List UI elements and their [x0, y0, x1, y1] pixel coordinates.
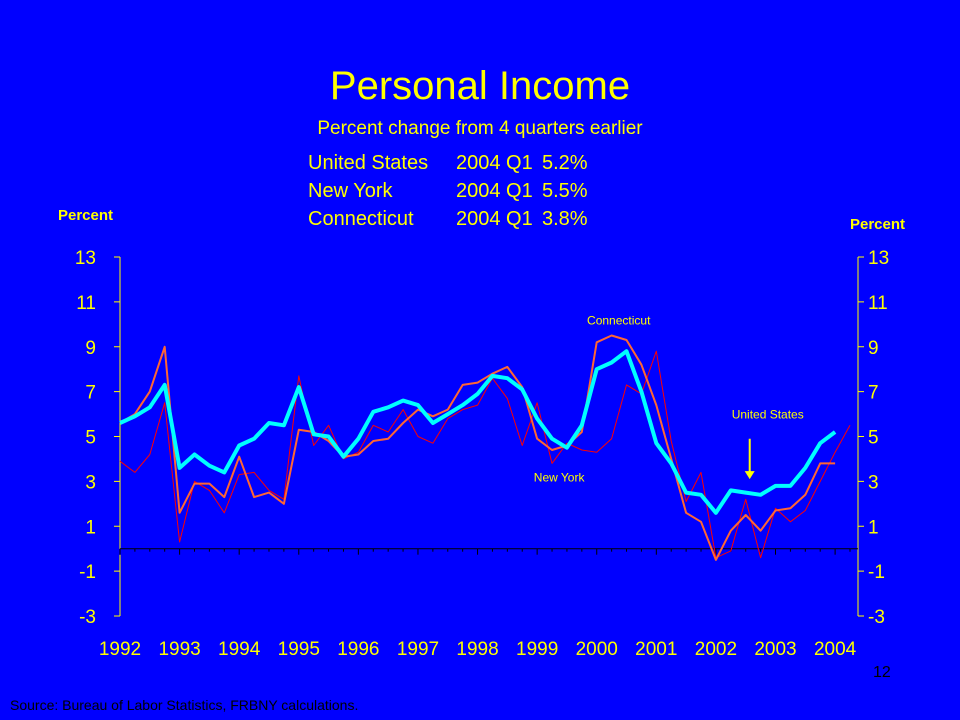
annotation-label: Connecticut [587, 313, 651, 327]
series-line-connecticut [119, 334, 836, 561]
x-tick-label: 2001 [635, 639, 677, 660]
y-tick-label-left: 7 [85, 383, 96, 404]
chart-series [119, 334, 851, 561]
stats-region: United States [308, 152, 429, 174]
y-tick-label-right: 9 [868, 338, 879, 359]
chart-subtitle: Percent change from 4 quarters earlier [317, 118, 643, 139]
stats-period: 2004 Q1 [456, 208, 533, 230]
y-tick-label-left: 3 [85, 472, 96, 493]
y-axis-label-right: Percent [850, 216, 906, 233]
annotation-label: New York [534, 470, 586, 484]
x-tick-label: 1996 [337, 639, 379, 660]
x-tick-label: 1997 [397, 639, 439, 660]
y-tick-label-left: 11 [76, 293, 96, 314]
y-tick-label-right: -1 [868, 562, 885, 583]
y-tick-label-left: -1 [79, 562, 96, 583]
source-note: Source: Bureau of Labor Statistics, FRBN… [10, 697, 359, 713]
y-tick-label-right: 13 [868, 248, 889, 269]
x-tick-label: 1993 [158, 639, 200, 660]
annotation-arrow-head [744, 471, 755, 480]
series-line-new-york [119, 350, 851, 559]
stats-region: Connecticut [308, 208, 414, 230]
x-tick-label: 1992 [99, 639, 141, 660]
page-number: 12 [873, 664, 891, 681]
stats-row-connecticut: Connecticut 2004 Q1 3.8% [308, 205, 588, 233]
x-tick-label: 1999 [516, 639, 558, 660]
stats-period: 2004 Q1 [456, 152, 533, 174]
chart-annotations: Connecticut United States New York [534, 313, 804, 484]
y-tick-label-right: 3 [868, 472, 879, 493]
series-line-united-states [119, 349, 837, 515]
latest-values-table: United States 2004 Q1 5.2% New York 2004 Q1… [308, 149, 588, 233]
stats-value: 3.8% [542, 208, 588, 230]
stats-period: 2004 Q1 [456, 180, 533, 202]
y-tick-label-left: -3 [79, 607, 96, 628]
y-tick-label-right: -3 [868, 607, 885, 628]
stats-value: 5.2% [542, 152, 588, 174]
y-tick-label-left: 9 [85, 338, 96, 359]
x-tick-label: 1995 [278, 639, 320, 660]
y-axis-label-left: Percent [58, 207, 114, 224]
x-tick-label: 1994 [218, 639, 261, 660]
x-tick-label: 2002 [695, 639, 737, 660]
y-tick-label-left: 1 [85, 517, 96, 538]
x-tick-label: 1998 [456, 639, 498, 660]
y-tick-label-right: 11 [868, 293, 888, 314]
x-tick-label: 2004 [814, 639, 857, 660]
y-tick-label-right: 7 [868, 383, 879, 404]
y-tick-label-left: 5 [85, 428, 96, 449]
y-tick-label-left: 13 [75, 248, 96, 269]
stats-row-new-york: New York 2004 Q1 5.5% [308, 177, 588, 205]
x-tick-label: 2000 [576, 639, 618, 660]
stats-region: New York [308, 180, 393, 202]
stats-value: 5.5% [542, 180, 588, 202]
x-tick-label: 2003 [754, 639, 796, 660]
y-tick-label-right: 1 [868, 517, 879, 538]
stats-row-united-states: United States 2004 Q1 5.2% [308, 149, 588, 177]
annotation-label: United States [732, 408, 804, 422]
y-tick-label-right: 5 [868, 428, 879, 449]
chart-title: Personal Income [329, 64, 631, 108]
